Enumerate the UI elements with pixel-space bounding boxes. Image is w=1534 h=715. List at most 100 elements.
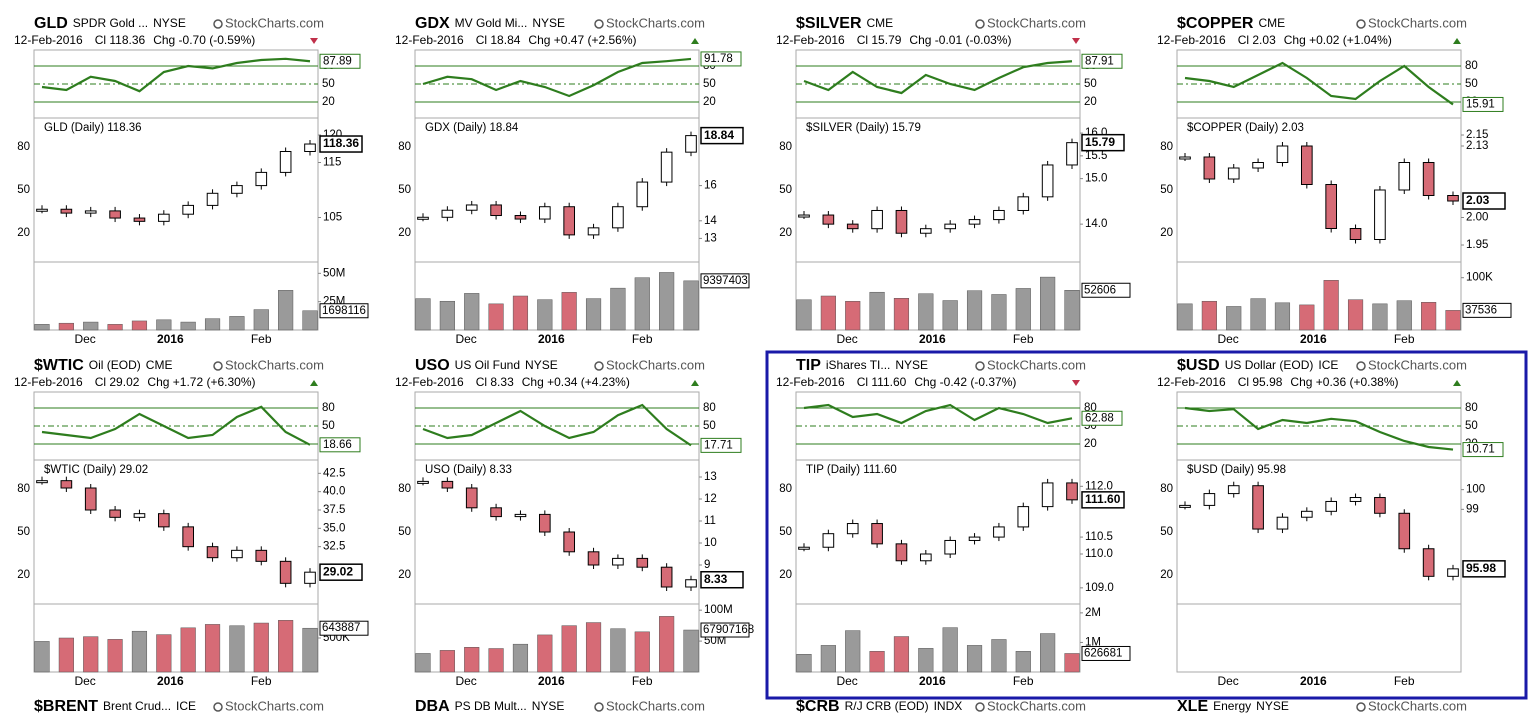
candle [60,208,73,214]
candle [231,185,243,194]
exchange: NYSE [153,16,186,30]
legend: $SILVER (Daily) 15.79 [806,122,921,134]
y-tick-label: 13 [704,232,717,244]
volume-bar [34,641,50,673]
volume-bar [966,645,983,673]
rsi-tick-label: 80 [322,402,335,414]
source-icon [1356,702,1366,712]
close: Cl 15.79 [857,33,902,47]
y-tick-label: 40.0 [323,486,345,498]
candle [563,206,576,236]
price-box [1462,560,1506,578]
candle [993,209,1005,221]
change: Chg +0.47 (+2.56%) [528,33,636,47]
rsi-value: 87.91 [1085,55,1114,67]
rsi-line [803,60,1073,95]
y-tick-label: 110.0 [1085,548,1113,560]
volume-bar [253,309,269,331]
instrument-name: US Dollar (EOD) [1225,358,1314,372]
candle [279,151,292,173]
volume-bar [1015,651,1031,673]
rsi-line [41,405,311,446]
source: StockCharts.com [606,357,705,372]
left-tick-label: 20 [17,227,30,239]
candle [255,171,268,187]
volume-bar [488,303,504,331]
rsi-tick-label: 20 [1084,96,1097,108]
left-tick-label: 80 [17,141,30,153]
date: 12-Feb-2016 [14,33,83,47]
rsi-tick-label: 50 [703,420,716,432]
source-icon [975,19,985,29]
change-arrow [691,38,699,44]
date-line: 12-Feb-2016 Cl 118.36 Chg -0.70 (-0.59%) [14,33,255,47]
volume-bar [942,627,958,673]
candle [1300,510,1313,518]
volume-bar [156,319,172,331]
panel-frame [1176,459,1462,605]
y-tick-label: 9 [704,559,710,571]
x-tick-label: Dec [836,674,857,688]
volume-bar [1372,303,1388,331]
volume-tick-label: 100K [1466,272,1493,284]
price-value: 29.02 [323,564,353,578]
panel-frame [33,117,319,263]
change-arrow [1453,380,1461,386]
price-value: 8.33 [704,572,728,586]
change: Chg -0.01 (-0.03%) [909,33,1011,47]
change-arrow [1072,380,1080,386]
x-tick-label: 2016 [157,332,184,346]
volume-bar [659,616,675,673]
candle [993,526,1005,538]
left-tick-label: 80 [398,483,411,495]
volume-bar [585,298,602,331]
source: StockCharts.com [606,698,705,713]
y-tick-label: 99 [1466,503,1479,515]
x-tick-label: Dec [455,332,476,346]
left-tick-label: 20 [398,569,411,581]
candle [1398,162,1411,191]
date-line: 12-Feb-2016 Cl 18.84 Chg +0.47 (+2.56%) [395,33,637,47]
volume-bar [966,290,983,331]
candle [490,204,502,217]
exchange: CME [1258,16,1285,30]
candle [133,217,146,222]
legend: $USD (Daily) 95.98 [1187,464,1286,476]
x-tick-label: Dec [1217,674,1238,688]
source-icon [1356,361,1366,371]
volume-bar [1201,300,1217,331]
volume-bar [488,648,504,673]
volume-bar [107,639,123,673]
candle [636,557,649,568]
symbol: USO [415,357,450,374]
candle [968,536,981,541]
instrument-name: MV Gold Mi... [455,16,528,30]
candle [1422,548,1435,577]
y-tick-label: 2.13 [1466,140,1488,152]
candle [490,507,502,518]
volume-bar [415,653,431,673]
price-box [319,563,363,581]
volume-bar [180,321,196,331]
candle [798,214,810,218]
panel-frame [1176,603,1462,673]
volume-bar [820,295,836,331]
volume-bar [83,636,99,673]
date-line: 12-Feb-2016 Cl 8.33 Chg +0.34 (+4.23%) [395,375,630,389]
x-tick-label: Dec [455,674,476,688]
rsi-value-box [319,437,361,453]
volume-bar [439,650,455,673]
candle [822,533,835,548]
candle [612,206,624,229]
candle [514,513,527,518]
volume-bar [561,292,577,331]
candle [1227,167,1240,180]
volume-value: 643887 [322,622,360,634]
close: Cl 95.98 [1238,375,1283,389]
candle [157,513,170,528]
rsi-tick-label: 20 [1084,438,1097,450]
y-tick-label: 15.5 [1085,150,1107,162]
candle [1041,164,1054,198]
panel-frame [1176,261,1462,331]
candle [1398,512,1411,550]
